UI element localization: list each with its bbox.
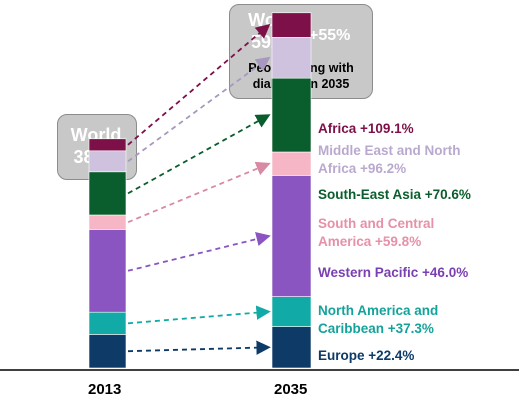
bar-south-and-central-america-2013 xyxy=(88,214,127,230)
bar-stack-2013 xyxy=(88,138,127,369)
bar-south-east-asia-2035 xyxy=(271,77,312,153)
bar-africa-2035 xyxy=(271,12,312,38)
x-tick-2013: 2013 xyxy=(88,381,122,398)
bar-western-pacific-2013 xyxy=(88,229,127,313)
legend-africa: Africa +109.1% xyxy=(318,120,414,138)
legend-middle-east-and-north-africa-line-1: Middle East and North xyxy=(318,143,461,158)
legend-western-pacific-line-1: Western Pacific +46.0% xyxy=(318,265,469,280)
bar-south-east-asia-2013 xyxy=(88,171,127,216)
bar-south-and-central-america-2035 xyxy=(271,151,312,176)
connector-africa xyxy=(127,23,271,146)
legend-north-america-and-caribbean-line-2: Caribbean +37.3% xyxy=(318,321,434,336)
legend-north-america-and-caribbean-line-1: North America and xyxy=(318,303,439,318)
bar-africa-2013 xyxy=(88,138,127,152)
legend-south-and-central-america-line-2: America +59.8% xyxy=(318,234,422,249)
bar-middle-east-and-north-africa-2035 xyxy=(271,37,312,79)
legend-middle-east-and-north-africa-line-2: Africa +96.2% xyxy=(318,161,407,176)
legend-north-america-and-caribbean: North America and Caribbean +37.3% xyxy=(318,302,438,338)
legend-south-and-central-america-line-1: South and Central xyxy=(318,216,435,231)
connector-north-america-and-caribbean xyxy=(127,305,271,325)
legend-europe-line-1: Europe +22.4% xyxy=(318,348,415,363)
bar-north-america-and-caribbean-2035 xyxy=(271,296,312,327)
x-tick-2035: 2035 xyxy=(274,381,308,398)
connector-western-pacific xyxy=(127,232,271,272)
bar-stack-2035 xyxy=(271,12,312,369)
legend-south-east-asia-line-1: South-East Asia +70.6% xyxy=(318,187,471,202)
legend-africa-line-1: Africa +109.1% xyxy=(318,121,414,136)
legend-south-east-asia: South-East Asia +70.6% xyxy=(318,186,471,204)
legend-middle-east-and-north-africa: Middle East and North Africa +96.2% xyxy=(318,142,461,178)
legend-europe: Europe +22.4% xyxy=(318,347,414,365)
growth-connectors xyxy=(127,23,271,355)
connector-europe xyxy=(127,340,271,355)
bar-north-america-and-caribbean-2013 xyxy=(88,311,127,335)
bar-western-pacific-2035 xyxy=(271,175,312,297)
world-2035-growth: +55% xyxy=(309,27,351,44)
bar-europe-2035 xyxy=(271,326,312,369)
legend-western-pacific: Western Pacific +46.0% xyxy=(318,264,468,282)
connector-south-and-central-america xyxy=(127,161,271,224)
connector-middle-east-and-north-africa xyxy=(127,56,271,163)
bar-europe-2013 xyxy=(88,334,127,369)
bar-middle-east-and-north-africa-2013 xyxy=(88,150,127,173)
legend-south-and-central-america: South and Central America +59.8% xyxy=(318,215,434,251)
